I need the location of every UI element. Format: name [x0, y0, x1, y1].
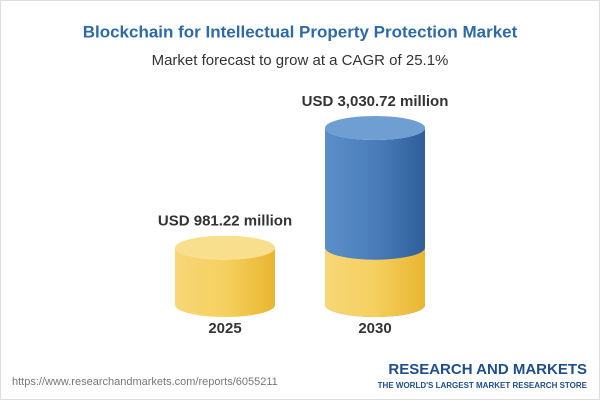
x-tick-label: 2030 [358, 320, 391, 337]
cylinder-top [325, 116, 425, 140]
source-url: https://www.researchandmarkets.com/repor… [12, 376, 278, 388]
x-tick-label: 2025 [208, 320, 241, 337]
brand: RESEARCH AND MARKETS [388, 361, 587, 378]
tagline: THE WORLD'S LARGEST MARKET RESEARCH STOR… [378, 381, 588, 390]
chart-title: Blockchain for Intellectual Property Pro… [83, 22, 518, 41]
value-label: USD 3,030.72 million [302, 93, 449, 110]
chart-subtitle: Market forecast to grow at a CAGR of 25.… [152, 52, 449, 69]
cylinder-body [325, 247, 425, 317]
cylinder-top [175, 235, 275, 260]
cylinder-body [175, 247, 275, 317]
value-label: USD 981.22 million [158, 213, 292, 230]
